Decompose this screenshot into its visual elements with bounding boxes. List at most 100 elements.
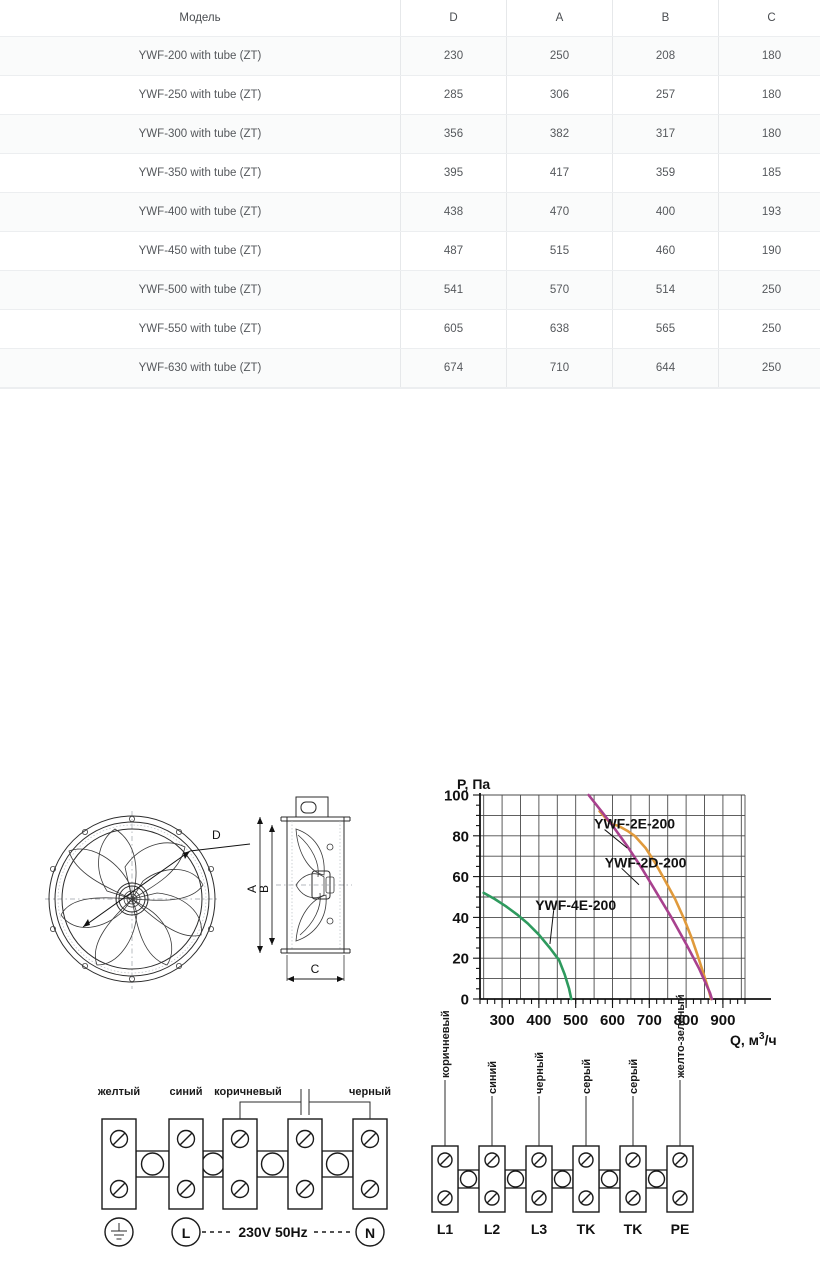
cell-model: YWF-550 with tube (ZT) [0,310,401,349]
terminal-block-L3 [526,1096,552,1212]
cell-b: 257 [613,76,719,115]
terminal-block-TK [620,1096,646,1212]
dimension-label-b: B [257,885,271,893]
terminal-screw [232,1181,249,1198]
terminal-screw [579,1191,593,1205]
terminal-screw [297,1181,314,1198]
series-label-ywf-4e-200: YWF-4E-200 [535,897,616,913]
column-header-model: Модель [0,0,401,37]
dimension-label-c: C [311,962,320,976]
terminal-label-PE: PE [671,1221,690,1237]
terminal-screw [438,1153,452,1167]
wire-label-L1: коричневый [440,1010,452,1078]
cell-c: 180 [719,76,820,115]
fan-front-view-svg: D [45,799,255,1004]
terminal-screw [626,1191,640,1205]
cell-d: 605 [401,310,507,349]
terminal-screw [111,1181,128,1198]
x-tick-label: 400 [526,1012,551,1029]
terminal-label-n: N [365,1225,375,1241]
cell-b: 514 [613,271,719,310]
terminal-label-L1: L1 [437,1221,454,1237]
cell-a: 515 [507,232,613,271]
x-tick-label: 600 [600,1012,625,1029]
terminal-screw [532,1153,546,1167]
wire-label-TK: серый [581,1059,593,1094]
y-tick-label: 0 [461,992,469,1009]
cell-b: 400 [613,193,719,232]
wire-label-PE: желто-зеленый [675,994,687,1079]
earth-terminal-symbol [105,1218,133,1246]
terminal-label-l: L [182,1225,191,1241]
dimension-label-d: D [212,828,221,842]
x-tick-label: 500 [563,1012,588,1029]
terminal-screw [485,1153,499,1167]
supply-voltage-label: 230V 50Hz [238,1224,307,1240]
cell-c: 185 [719,154,820,193]
cell-model: YWF-400 with tube (ZT) [0,193,401,232]
x-tick-label: 700 [637,1012,662,1029]
terminal-block-PE [667,1080,693,1212]
cell-a: 470 [507,193,613,232]
terminal-block-2 [169,1119,203,1209]
terminal-block-L1 [432,1080,458,1212]
block-connector [458,1170,479,1188]
x-tick-label: 900 [710,1012,735,1029]
line-terminal-l: L [172,1218,200,1246]
terminal-block-4 [288,1119,322,1209]
column-header-a: A [507,0,613,37]
terminal-screw [362,1131,379,1148]
terminal-label-L2: L2 [484,1221,501,1237]
terminal-screw [232,1131,249,1148]
y-tick-label: 80 [452,828,469,845]
terminal-screw [532,1191,546,1205]
cell-a: 382 [507,115,613,154]
diagrams-area: D [0,389,820,929]
cell-a: 250 [507,37,613,76]
fan-front-view-drawing: D [45,799,255,1004]
terminal-block-TK [573,1096,599,1212]
cell-c: 250 [719,271,820,310]
terminal-screw [626,1153,640,1167]
cell-model: YWF-630 with tube (ZT) [0,349,401,388]
neutral-terminal-n: N [356,1218,384,1246]
terminal-screw [178,1131,195,1148]
cell-c: 180 [719,115,820,154]
cell-model: YWF-450 with tube (ZT) [0,232,401,271]
cell-b: 460 [613,232,719,271]
cell-c: 193 [719,193,820,232]
y-tick-label: 40 [452,910,469,927]
wire-label-L2: синий [487,1061,499,1094]
terminal-block-3 [223,1119,257,1209]
y-tick-label: 60 [452,869,469,886]
specifications-table-container: Модель D A B C YWF-200 with tube (ZT)230… [0,0,820,389]
series-label-ywf-2e-200: YWF-2E-200 [594,816,675,832]
cell-d: 356 [401,115,507,154]
cell-b: 565 [613,310,719,349]
three-phase-terminal-blocks [432,1080,693,1212]
table-header-row: Модель D A B C [0,0,820,37]
block-connector [322,1151,353,1177]
cell-c: 250 [719,310,820,349]
cell-b: 644 [613,349,719,388]
cell-d: 285 [401,76,507,115]
block-connector [257,1151,288,1177]
column-header-c: C [719,0,820,37]
svg-text:Q, м3/ч: Q, м3/ч [730,1031,777,1048]
block-connector [505,1170,526,1188]
terminal-screw [673,1191,687,1205]
x-tick-label: 300 [490,1012,515,1029]
specifications-table: Модель D A B C YWF-200 with tube (ZT)230… [0,0,820,388]
wire-label-1: синий [169,1086,202,1098]
